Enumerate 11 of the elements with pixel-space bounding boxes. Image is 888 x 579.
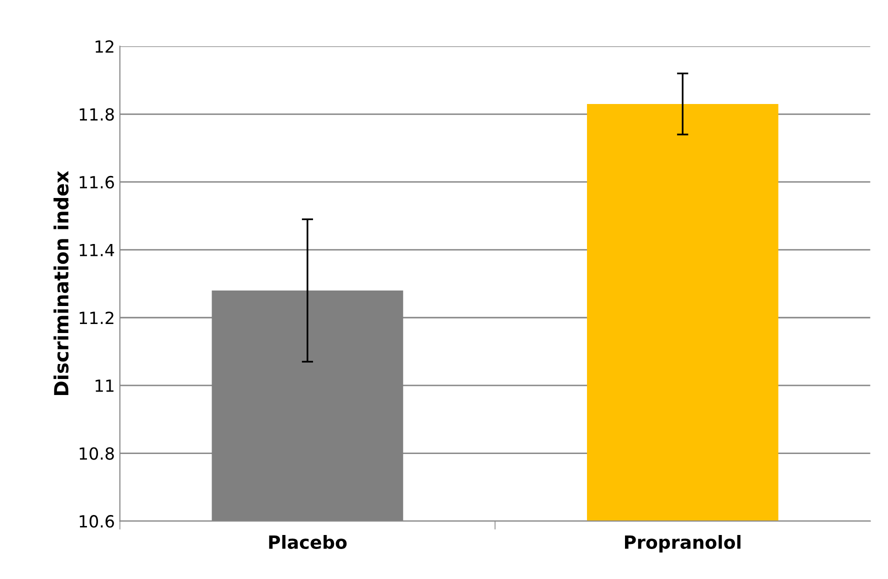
- x-tick-label: Placebo: [269, 534, 347, 549]
- y-tick-label: 11: [96, 380, 114, 392]
- y-axis-title: Discrimination index: [54, 170, 69, 395]
- y-tick-label: 12: [96, 40, 114, 53]
- x-tick-label: Propranolol: [625, 534, 740, 552]
- y-tick-label: 11.2: [80, 312, 114, 324]
- y-tick-label: 11.6: [80, 176, 114, 189]
- y-tick-label: 10.6: [80, 515, 114, 528]
- y-tick-label: 11.8: [80, 108, 114, 121]
- y-tick-label: 11.4: [80, 244, 114, 256]
- y-tick-label: 10.8: [80, 447, 114, 460]
